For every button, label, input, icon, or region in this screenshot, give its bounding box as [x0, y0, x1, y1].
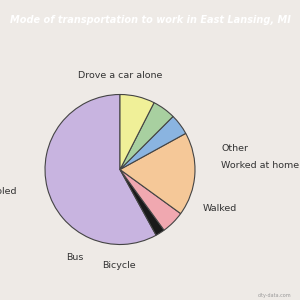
- Wedge shape: [120, 169, 164, 235]
- Wedge shape: [120, 94, 154, 170]
- Text: Mode of transportation to work in East Lansing, MI: Mode of transportation to work in East L…: [10, 15, 290, 25]
- Text: Bicycle: Bicycle: [102, 261, 135, 270]
- Text: Worked at home: Worked at home: [221, 160, 299, 169]
- Text: city-data.com: city-data.com: [257, 293, 291, 298]
- Text: Drove a car alone: Drove a car alone: [78, 71, 162, 80]
- Text: Bus: Bus: [66, 254, 84, 262]
- Text: Walked: Walked: [202, 204, 237, 213]
- Wedge shape: [120, 134, 195, 214]
- Text: Carpooled: Carpooled: [0, 188, 16, 196]
- Wedge shape: [45, 94, 156, 244]
- Wedge shape: [120, 169, 181, 230]
- Wedge shape: [120, 103, 173, 170]
- Text: Other: Other: [221, 144, 248, 153]
- Wedge shape: [120, 116, 186, 170]
